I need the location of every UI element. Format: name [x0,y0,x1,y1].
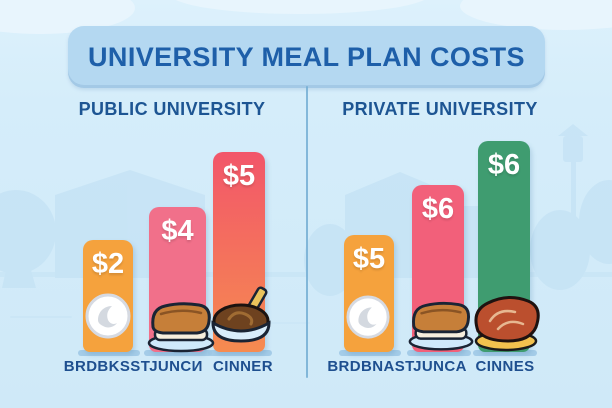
title-banner: UNIVERSITY MEAL PLAN COSTS [68,26,545,88]
label-private-lunch: JUNCA [413,358,467,375]
section-divider [306,86,308,378]
bar-shadow [339,350,401,356]
bar-shadow [473,350,537,356]
section-header-public: PUBLIC UNIVERSITY [78,99,266,119]
stew-bowl-icon [211,286,271,343]
price-tag: $6 [421,193,455,225]
label-public-lunch: JUNCИ [149,358,203,375]
price-tag: $6 [487,149,521,181]
croissant-plate-icon [85,293,131,339]
bar-shadow [208,350,272,356]
page-title: UNIVERSITY MEAL PLAN COSTS [88,41,525,72]
steak-icon [474,296,540,352]
bar-shadow [407,350,471,356]
croissant-plate-icon [346,295,390,339]
bar-shadow [78,350,140,356]
label-public-dinner: CINNER [213,358,273,375]
label-private-breakfast: BRDBNAST [327,358,415,375]
sandwich-icon [147,302,215,353]
bar-shadow [144,350,212,356]
label-public-breakfast: BRDBKSST [63,358,151,375]
price-tag: $2 [91,248,125,280]
sandwich-icon [408,301,474,351]
price-tag: $5 [222,160,256,192]
price-tag: $5 [352,243,386,275]
label-private-dinner: CINNES [475,358,535,375]
section-header-private: PRIVATE UNIVERSITY [342,99,538,119]
price-tag: $4 [161,215,194,247]
